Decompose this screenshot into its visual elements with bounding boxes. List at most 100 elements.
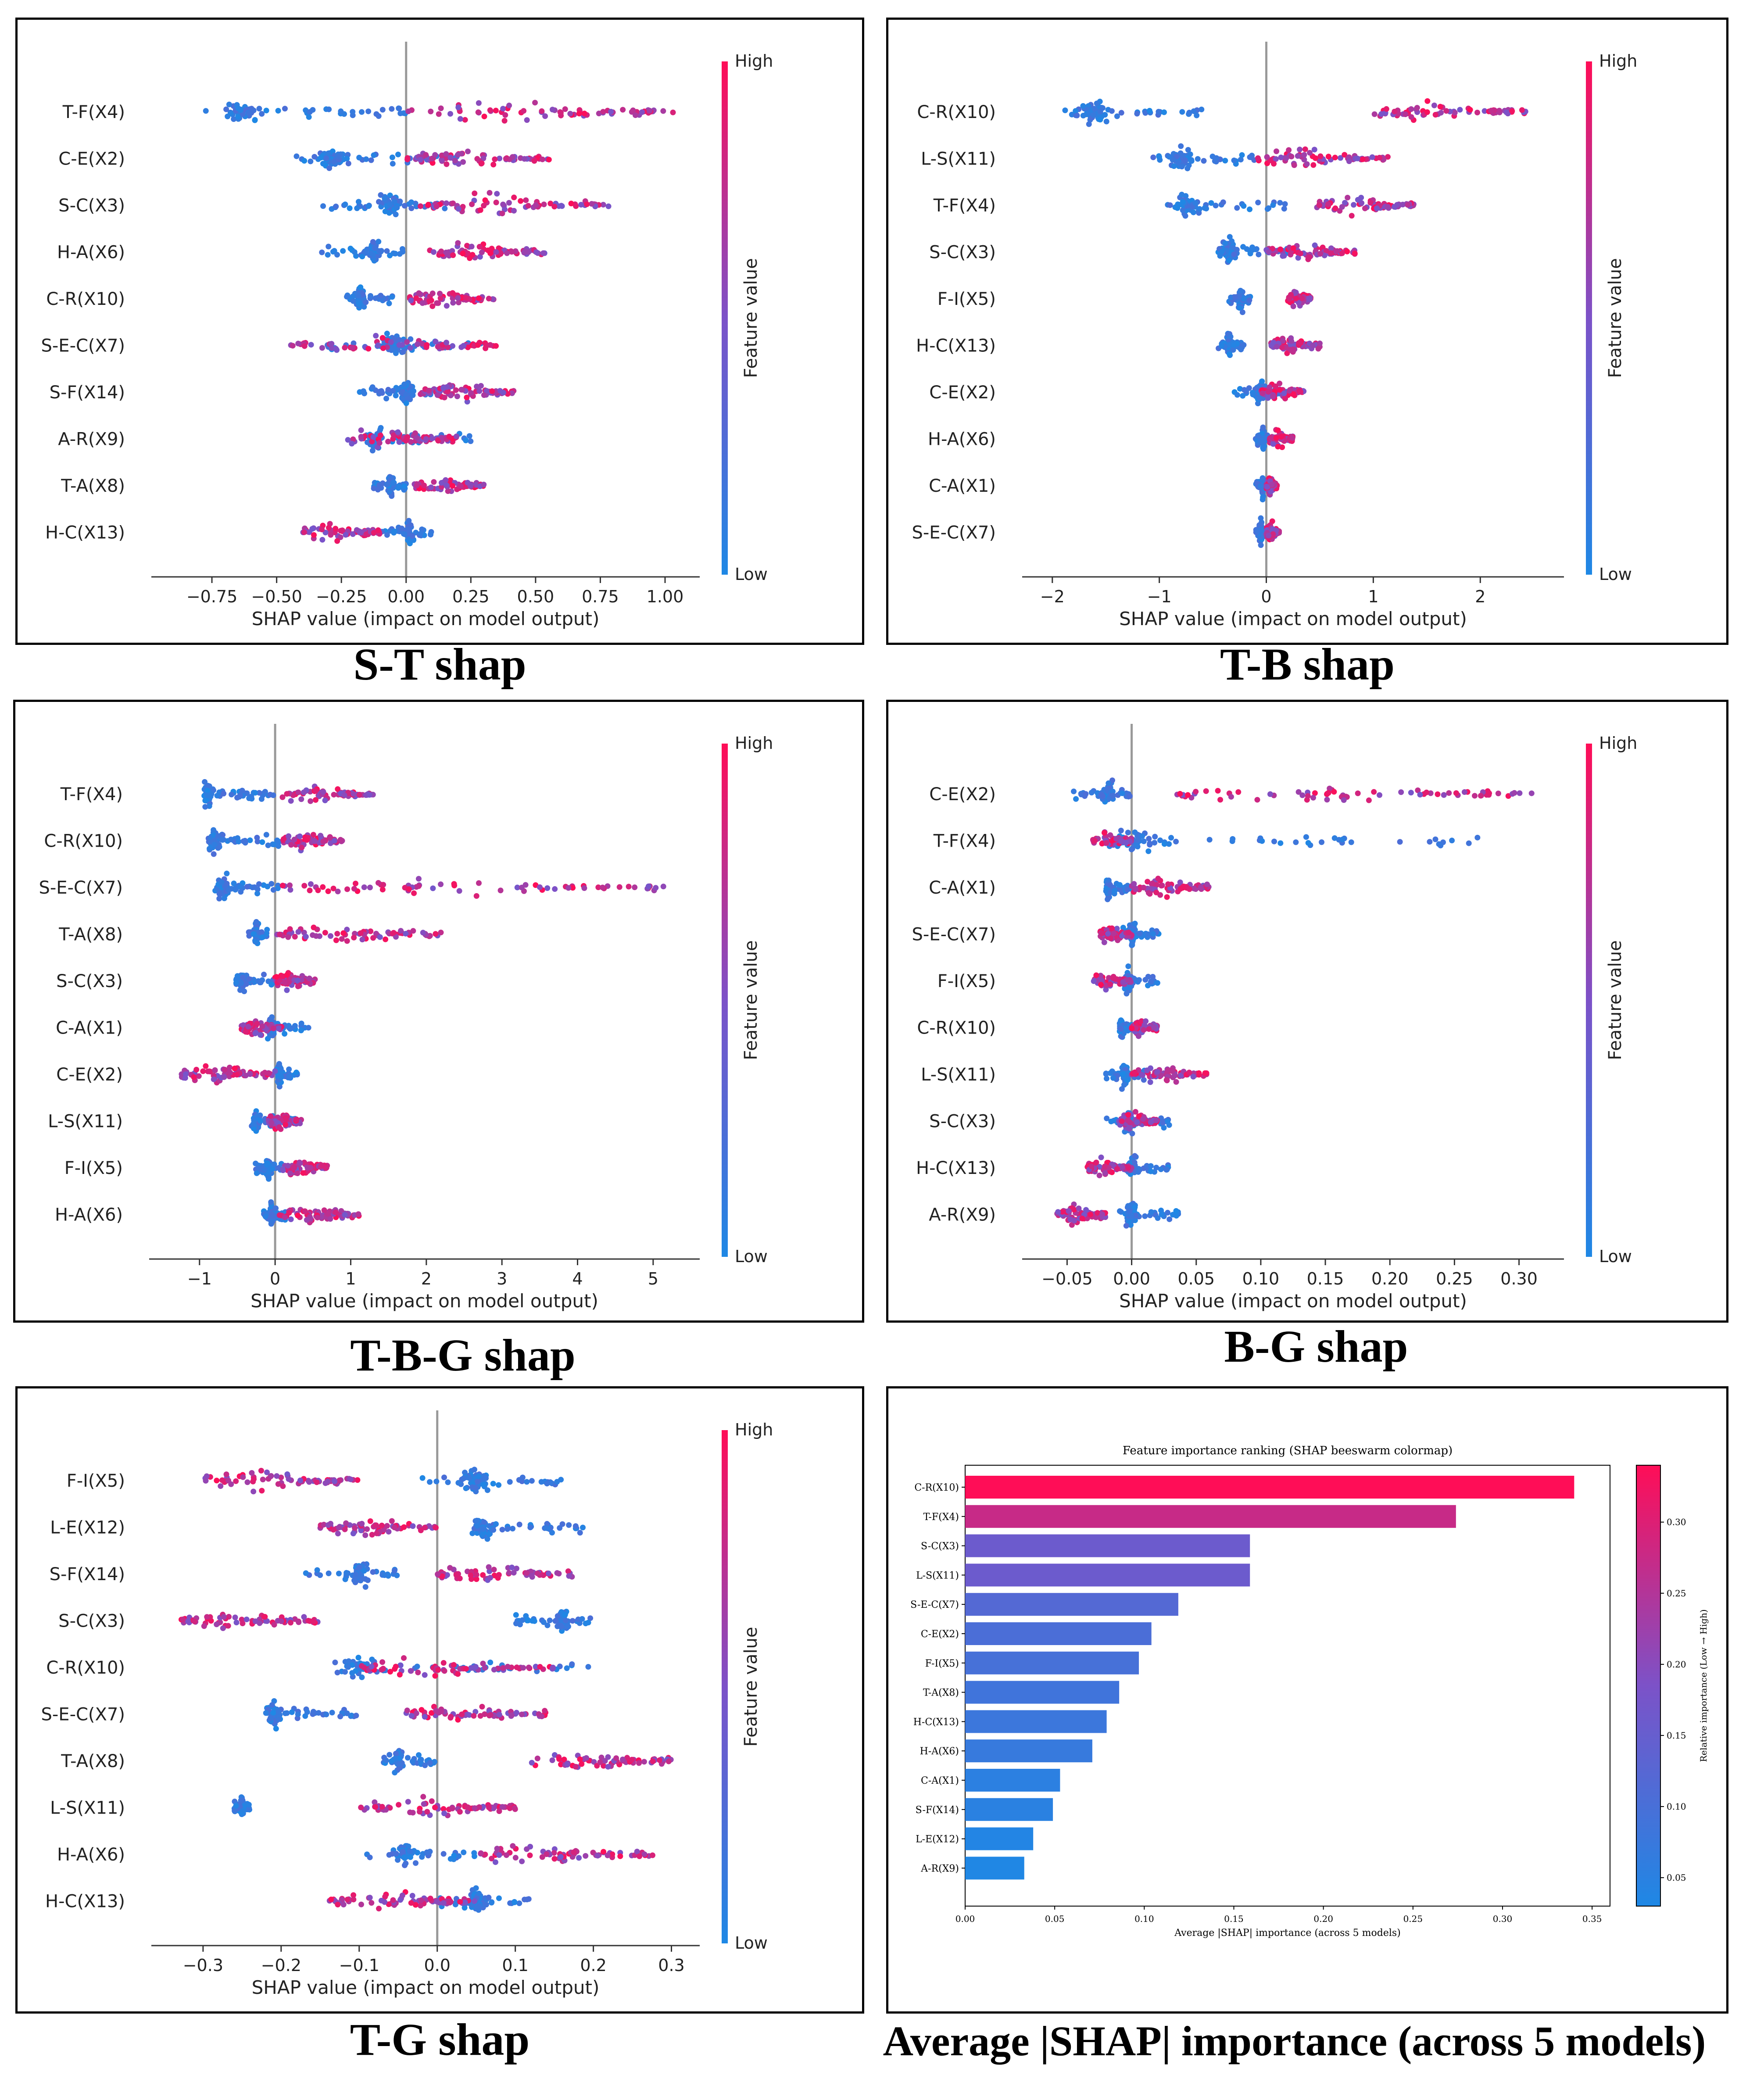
- tbg-point: [270, 1025, 276, 1031]
- tb-row-s-e-cx7: S-E-C(X7): [912, 515, 1282, 548]
- st-point: [439, 480, 445, 486]
- st-point: [433, 339, 439, 345]
- st-point: [387, 252, 393, 258]
- st-point: [334, 252, 340, 258]
- st-point: [469, 201, 475, 208]
- tbg-point: [227, 1070, 233, 1076]
- st-point: [462, 117, 468, 123]
- tbg-x-tick-label: 0: [270, 1269, 280, 1288]
- tb-point: [1270, 340, 1277, 346]
- st-point: [670, 109, 676, 115]
- tb-point: [1222, 240, 1228, 247]
- tb-point: [1234, 392, 1240, 398]
- tb-point: [1213, 155, 1220, 161]
- st-point: [393, 350, 399, 356]
- bg-point: [1165, 881, 1171, 887]
- tb-point: [1227, 234, 1233, 240]
- st-point: [469, 252, 476, 258]
- tbg-point: [258, 979, 264, 985]
- bg-point: [1109, 925, 1115, 931]
- tbg-point: [211, 851, 217, 857]
- st-point: [384, 248, 390, 254]
- tbg-point: [295, 929, 301, 935]
- tb-point: [1277, 380, 1283, 386]
- tb-ylabel: S-C(X3): [929, 243, 996, 263]
- tbg-point: [232, 1066, 238, 1072]
- tb-point: [1243, 389, 1249, 395]
- st-point: [395, 386, 401, 392]
- bg-point: [1073, 796, 1079, 802]
- tbg-point: [262, 1070, 268, 1076]
- tb-point: [1414, 105, 1420, 111]
- tbg-point: [255, 1165, 261, 1171]
- st-point: [423, 436, 429, 442]
- tb-point: [1302, 146, 1308, 152]
- tb-point: [1474, 110, 1480, 116]
- tb-point: [1360, 156, 1366, 162]
- tbg-row-t-fx4: T-F(X4): [60, 779, 376, 810]
- st-point: [361, 304, 367, 310]
- bg-point: [1271, 838, 1277, 844]
- tb-point: [1179, 109, 1185, 115]
- bg-row-f-ix5: F-I(X5): [937, 963, 1160, 997]
- st-point: [439, 152, 445, 158]
- bg-point: [1305, 840, 1311, 846]
- tbg-point: [303, 934, 309, 940]
- bg-point: [1166, 841, 1172, 847]
- bg-point: [1141, 838, 1147, 844]
- tbg-point: [265, 1173, 271, 1180]
- tb-point: [1219, 249, 1225, 255]
- tbg-point: [253, 919, 259, 925]
- tbg-point: [204, 797, 210, 803]
- tb-point: [1283, 344, 1289, 351]
- st-point: [408, 439, 414, 445]
- st-point: [493, 107, 499, 114]
- bg-row-t-fx4: T-F(X4): [933, 827, 1481, 854]
- tb-point: [1231, 251, 1237, 258]
- bg-point: [1417, 791, 1423, 798]
- tb-point: [1270, 394, 1276, 400]
- tbg-point: [278, 1126, 284, 1132]
- tbg-point: [211, 841, 218, 848]
- tbg-point: [268, 1199, 274, 1205]
- st-point: [478, 383, 484, 389]
- tbg-point: [252, 790, 258, 796]
- tb-point: [1385, 154, 1391, 160]
- tb-point: [1156, 109, 1162, 115]
- bg-point: [1145, 879, 1151, 885]
- tb-point: [1362, 205, 1368, 211]
- tb-row-t-fx4: T-F(X4): [933, 192, 1417, 219]
- st-point: [405, 527, 411, 533]
- tbg-point: [275, 885, 281, 891]
- st-row-s-cx3: S-C(X3): [58, 190, 612, 218]
- st-point: [646, 107, 652, 114]
- tb-point: [1186, 111, 1192, 117]
- tb-point: [1264, 206, 1270, 212]
- st-point: [576, 111, 582, 117]
- st-point: [455, 240, 461, 246]
- tb-point: [1374, 205, 1380, 211]
- tb-point: [1269, 482, 1275, 488]
- tbg-point: [308, 881, 314, 887]
- tb-point: [1281, 206, 1287, 212]
- st-point: [263, 107, 269, 114]
- st-row-c-rx10: C-R(X10): [46, 284, 497, 311]
- st-point: [460, 159, 466, 165]
- tb-point: [1220, 199, 1226, 205]
- st-point: [393, 393, 399, 399]
- bg-point: [1424, 789, 1430, 795]
- tb-point: [1278, 154, 1284, 161]
- st-point: [358, 427, 364, 433]
- tb-row-c-ex2: C-E(X2): [929, 378, 1307, 407]
- tbg-row-l-sx11: L-S(X11): [48, 1108, 304, 1134]
- tbg-point: [261, 971, 267, 977]
- st-point: [403, 391, 409, 397]
- st-point: [387, 202, 393, 208]
- tb-point: [1280, 338, 1286, 344]
- bg-point: [1088, 790, 1095, 796]
- tbg-row-s-e-cx7: S-E-C(X7): [39, 870, 666, 902]
- tbg-point: [243, 981, 249, 987]
- tb-point: [1189, 204, 1195, 210]
- st-point: [369, 447, 376, 454]
- tbg-point: [236, 838, 242, 844]
